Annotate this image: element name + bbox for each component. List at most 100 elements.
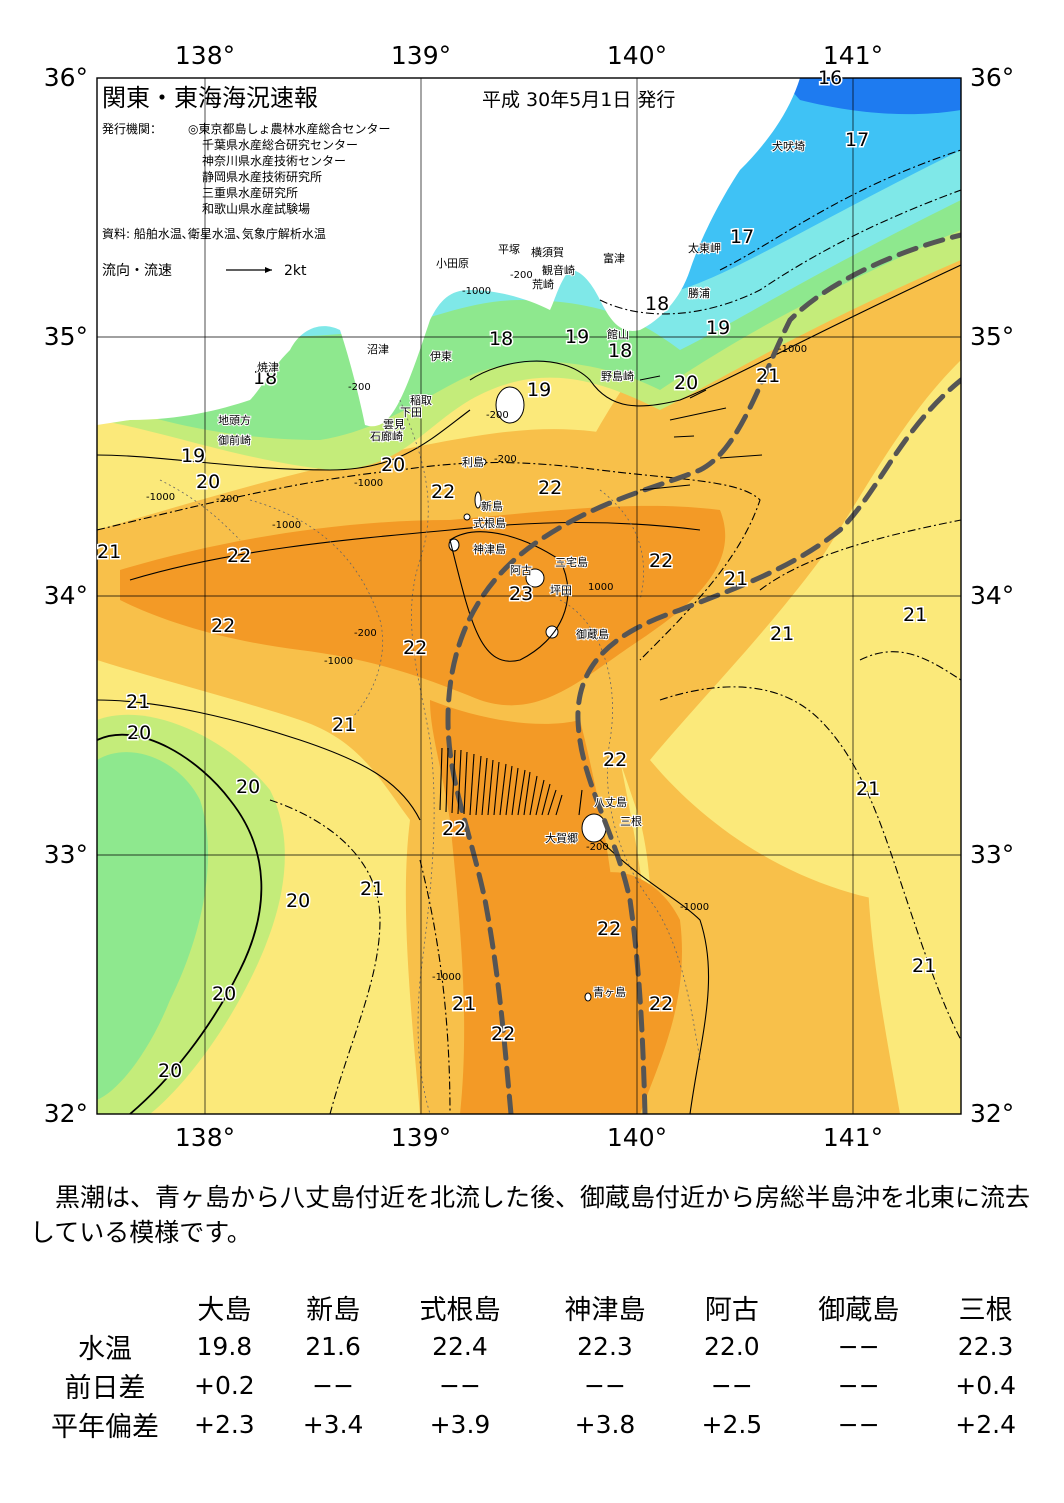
island-shikinejima bbox=[463, 513, 471, 521]
data-source: 資料: 船舶水温､衛星水温､気象庁解析水温 bbox=[102, 226, 326, 241]
island-hachijojima bbox=[581, 813, 607, 843]
place-label: 犬吠埼 bbox=[772, 139, 805, 153]
table-cell: +2.4 bbox=[955, 1410, 1016, 1439]
graticule bbox=[97, 78, 961, 1114]
isotherm-label: 17 bbox=[845, 129, 869, 151]
place-label: 阿古 bbox=[510, 564, 532, 577]
isotherm-label: 20 bbox=[381, 454, 405, 476]
table-cell: 22.0 bbox=[704, 1332, 760, 1361]
station-header: 神津島 bbox=[564, 1295, 646, 1326]
place-label: 小田原 bbox=[436, 257, 469, 270]
table-cell: 22.4 bbox=[432, 1332, 488, 1361]
svg-text:-1000: -1000 bbox=[462, 286, 491, 297]
table-cell: +0.2 bbox=[194, 1371, 255, 1400]
table-cell: +2.5 bbox=[701, 1410, 763, 1439]
lat-label: 34° bbox=[44, 581, 88, 610]
map-title: 関東・東海海況速報 bbox=[102, 84, 318, 112]
svg-text:-1000: -1000 bbox=[354, 478, 383, 489]
isotherm-label: 17 bbox=[730, 226, 754, 248]
isotherm-label: 16 bbox=[818, 67, 842, 89]
lon-label: 140° bbox=[607, 41, 667, 70]
place-label: 観音崎 bbox=[542, 263, 575, 277]
table-cell: +3.9 bbox=[429, 1410, 491, 1439]
table-cell: +3.8 bbox=[574, 1410, 636, 1439]
isotherm-label: 22 bbox=[649, 993, 673, 1015]
isotherm-label: 22 bbox=[649, 550, 673, 572]
table-cell: −− bbox=[710, 1371, 753, 1400]
table-cell: 19.8 bbox=[196, 1332, 253, 1361]
svg-text:1000: 1000 bbox=[588, 582, 613, 593]
isotherm-label: 22 bbox=[211, 615, 235, 637]
legend-label: 流向・流速 bbox=[102, 263, 172, 279]
station-header: 三根 bbox=[958, 1295, 1013, 1326]
map-svg: 138° 139° 140° 141° 138° 139° 140° 141° … bbox=[44, 41, 1015, 1152]
table-cell: −− bbox=[837, 1371, 880, 1400]
isotherm-label: 22 bbox=[491, 1023, 515, 1045]
place-label: 御前崎 bbox=[218, 433, 251, 447]
isotherm-label: 18 bbox=[608, 340, 632, 362]
legend-arrow-head bbox=[265, 267, 272, 273]
place-label: 太東岬 bbox=[688, 242, 721, 255]
table-cell: 22.3 bbox=[577, 1332, 633, 1361]
summary-text: 黒潮は、青ヶ島から八丈島付近を北流した後、御蔵島付近から房総半島沖を北東に流去し… bbox=[30, 1180, 1030, 1250]
depth-labels: -200 -1000 -1000 -200 -200 -1000 -200 -1… bbox=[146, 270, 807, 983]
station-header: 新島 bbox=[306, 1295, 361, 1326]
place-label: 富津 bbox=[603, 251, 625, 265]
place-labels: 犬吠埼 太東岬 勝浦 富津 横須賀 観音崎 平塚 荒崎 小田原 館山 野島崎 沼… bbox=[217, 138, 806, 1000]
svg-text:-1000: -1000 bbox=[272, 520, 301, 531]
svg-text:-1000: -1000 bbox=[778, 344, 807, 355]
place-label: 平塚 bbox=[498, 243, 520, 256]
place-label: 青ヶ島 bbox=[593, 985, 626, 999]
place-label: 利島 bbox=[462, 455, 484, 469]
table-cell: −− bbox=[837, 1410, 880, 1439]
issuer-label: 発行機関： bbox=[102, 121, 162, 136]
isotherm-label: 23 bbox=[509, 583, 533, 605]
svg-text:-1000: -1000 bbox=[432, 972, 461, 983]
lon-label: 141° bbox=[823, 1123, 883, 1152]
svg-text:-200: -200 bbox=[348, 382, 371, 393]
place-label: 勝浦 bbox=[688, 286, 710, 300]
issuer-name: ◎東京都島しょ農林水産総合センター bbox=[188, 121, 390, 136]
island-aogashima bbox=[584, 992, 592, 1002]
lon-labels-bottom: 138° 139° 140° 141° bbox=[175, 1123, 883, 1152]
sst-region-21-se bbox=[867, 560, 961, 1114]
place-label: 神津島 bbox=[473, 542, 506, 556]
issuer-name: 和歌山県水産試験場 bbox=[202, 201, 310, 216]
sea-surface-temperature-map: 138° 139° 140° 141° 138° 139° 140° 141° … bbox=[44, 41, 1015, 1152]
sst-region-23-se bbox=[580, 872, 682, 1114]
place-label: 大賀郷 bbox=[545, 831, 578, 845]
isotherm-label: 22 bbox=[597, 918, 621, 940]
issuer-name: 神奈川県水産技術センター bbox=[202, 153, 346, 168]
sst-region-22-east bbox=[560, 200, 961, 1114]
lat-label: 33° bbox=[44, 840, 88, 869]
isotherm-label: 22 bbox=[227, 545, 251, 567]
station-header: 大島 bbox=[197, 1295, 252, 1326]
svg-text:-200: -200 bbox=[586, 842, 609, 853]
sst-field bbox=[97, 78, 961, 1114]
isotherm-label: 21 bbox=[903, 604, 927, 626]
isotherm-label: 21 bbox=[770, 623, 794, 645]
isotherm-label: 21 bbox=[452, 993, 476, 1015]
place-label: 八丈島 bbox=[594, 795, 627, 809]
isotherm-label: 21 bbox=[126, 691, 150, 713]
summary-paragraph: 黒潮は、青ヶ島から八丈島付近を北流した後、御蔵島付近から房総半島沖を北東に流去し… bbox=[30, 1183, 1031, 1247]
place-label: 焼津 bbox=[257, 361, 279, 374]
place-label: 石廊崎 bbox=[370, 429, 403, 443]
place-label: 横須賀 bbox=[531, 245, 564, 259]
station-temperature-table: 大島 新島 式根島 神津島 阿古 御蔵島 三根 水温 19.8 21.6 22.… bbox=[40, 1288, 1040, 1444]
lon-labels-top: 138° 139° 140° 141° bbox=[175, 41, 883, 70]
lat-labels-left: 36° 35° 34° 33° 32° bbox=[44, 63, 88, 1128]
sst-region-23 bbox=[120, 505, 726, 706]
isotherm-label: 21 bbox=[856, 778, 880, 800]
place-label: 新島 bbox=[481, 499, 503, 513]
svg-text:-200: -200 bbox=[216, 494, 239, 505]
isotherm-label: 19 bbox=[527, 379, 551, 401]
isotherm-label: 18 bbox=[645, 293, 669, 315]
table-cell: −− bbox=[584, 1371, 626, 1400]
place-label: 坪田 bbox=[550, 584, 572, 597]
svg-text:-1000: -1000 bbox=[680, 902, 709, 913]
place-label: 下田 bbox=[400, 406, 422, 419]
isotherm-label: 20 bbox=[158, 1060, 182, 1082]
table-cell: −− bbox=[439, 1371, 481, 1400]
table-cell: +3.4 bbox=[302, 1410, 364, 1439]
